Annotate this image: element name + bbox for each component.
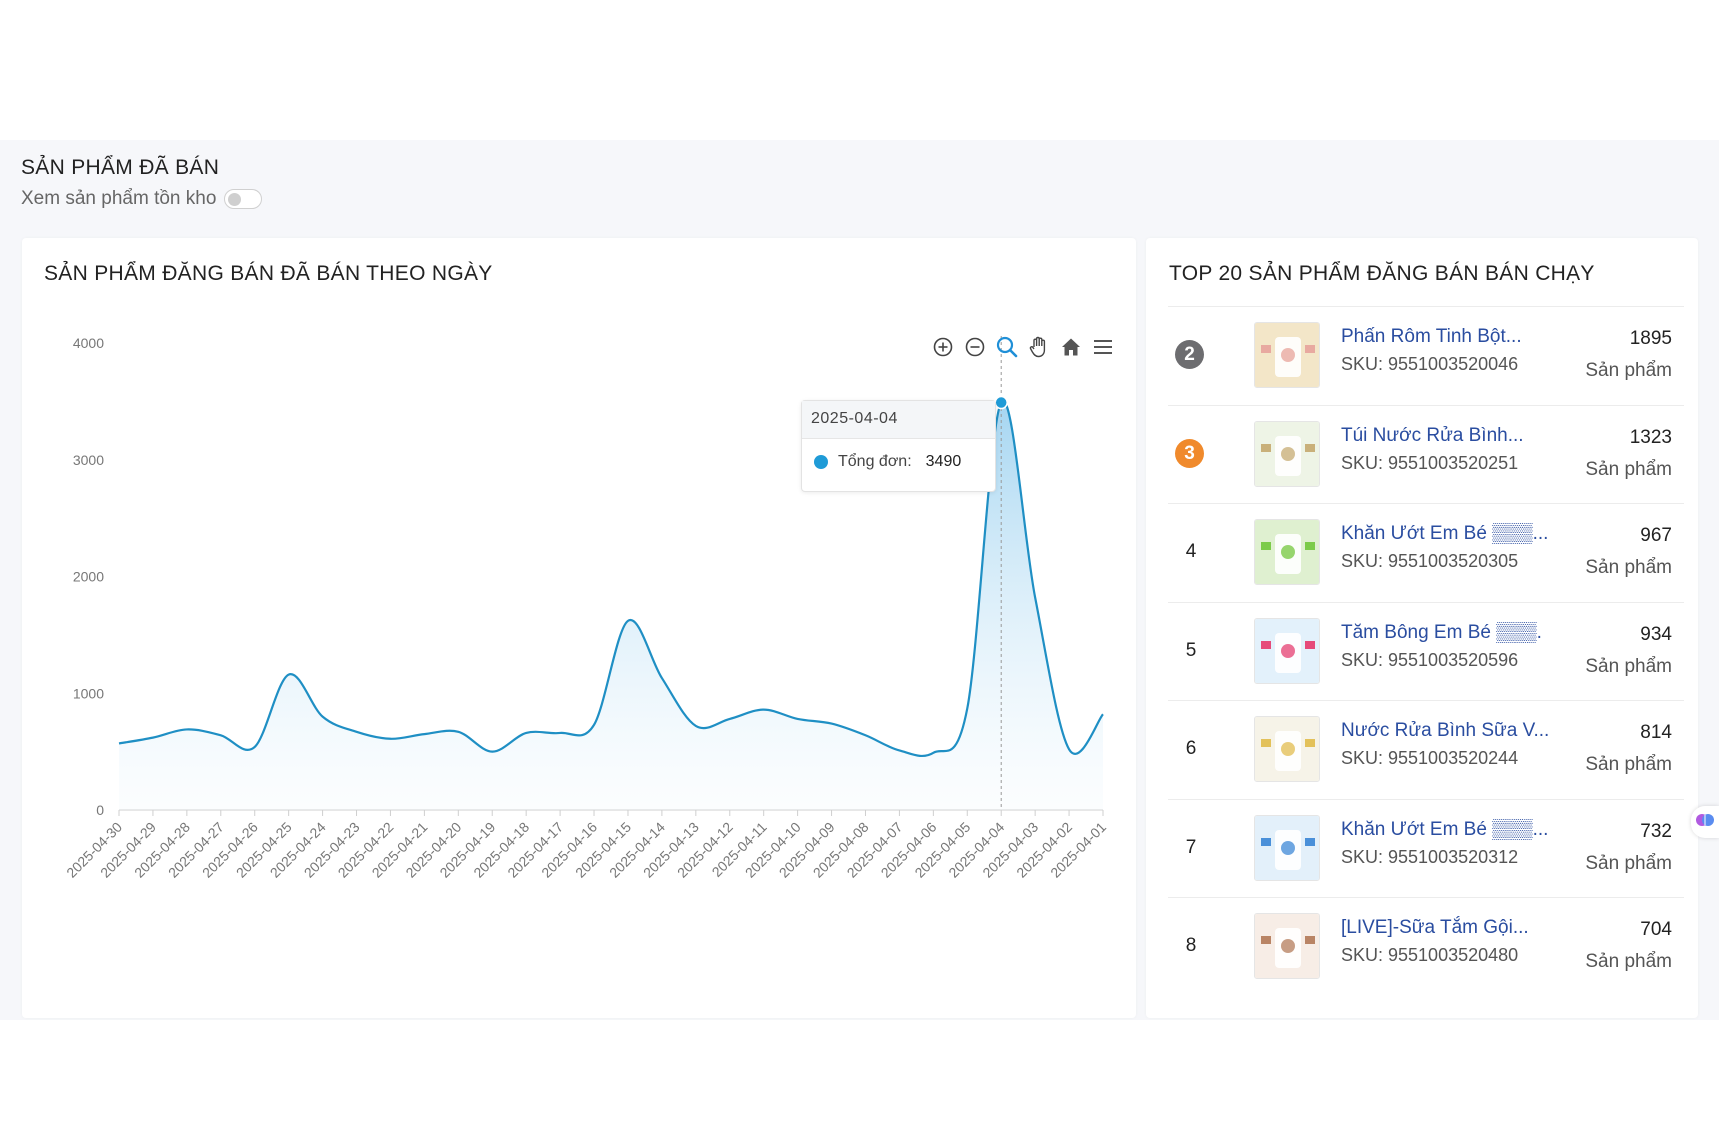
product-sku: SKU: 9551003520305 [1341, 551, 1519, 571]
chart-card-title: SẢN PHẨM ĐĂNG BÁN ĐÃ BÁN THEO NGÀY [44, 262, 493, 285]
product-sold-count: 732 [1640, 820, 1672, 842]
chart-tooltip: 2025-04-04 Tổng đơn: 3490 [801, 400, 996, 492]
top-products-card: TOP 20 SẢN PHẨM ĐĂNG BÁN BÁN CHẠY 2 Phấn… [1146, 238, 1698, 1018]
product-unit-label: Sản phẩm [1585, 852, 1672, 874]
zoom-out-icon[interactable] [962, 334, 988, 360]
product-row[interactable]: 7 Khăn Ướt Em Bé ▒▒▒... SKU: 95510035203… [1168, 798, 1684, 898]
product-sku: SKU: 9551003520596 [1341, 649, 1519, 670]
daily-sales-chart-card: SẢN PHẨM ĐĂNG BÁN ĐÃ BÁN THEO NGÀY 0 1000… [22, 238, 1136, 1018]
y-tick-label: 0 [96, 802, 104, 818]
product-sold-count: 967 [1640, 525, 1672, 546]
floating-assistant-button[interactable] [1691, 806, 1719, 838]
product-unit-label: Sản phẩm [1585, 557, 1672, 578]
product-sold-count: 934 [1640, 623, 1672, 645]
product-name-link[interactable]: Phấn Rôm Tinh Bột... [1341, 326, 1522, 347]
product-name-link[interactable]: Túi Nước Rửa Bình... [1341, 424, 1524, 446]
zoom-in-icon[interactable] [930, 334, 956, 360]
product-row[interactable]: 3 Túi Nước Rửa Bình... SKU: 955100352025… [1168, 404, 1684, 504]
product-sku: SKU: 9551003520244 [1341, 748, 1519, 768]
rank-number: 4 [1185, 541, 1197, 562]
product-sold-count: 704 [1640, 919, 1672, 940]
product-row[interactable]: 8 [LIVE]-Sữa Tắm Gội... SKU: 95510035204… [1168, 897, 1684, 996]
pan-hand-icon[interactable] [1026, 334, 1052, 360]
tooltip-series-marker [814, 455, 828, 469]
product-sku: SKU: 9551003520480 [1341, 945, 1519, 965]
product-unit-label: Sản phẩm [1585, 458, 1672, 480]
inventory-toggle-row: Xem sản phẩm tồn kho [21, 188, 263, 210]
product-unit-label: Sản phẩm [1585, 360, 1672, 381]
series-line-tong-don [118, 399, 1104, 758]
section-title: SẢN PHẨM ĐÃ BÁN [21, 156, 220, 179]
inventory-toggle[interactable] [224, 189, 263, 209]
product-thumbnail[interactable] [1254, 716, 1320, 782]
rank-number: 6 [1185, 738, 1197, 759]
y-tick-label: 2000 [73, 569, 104, 585]
product-sold-count: 814 [1640, 722, 1672, 743]
product-row[interactable]: 4 Khăn Ướt Em Bé ▒▒▒... SKU: 95510035203… [1168, 503, 1684, 602]
tooltip-value: 3490 [925, 453, 962, 470]
product-sku: SKU: 9551003520312 [1341, 846, 1519, 867]
brain-icon [1695, 810, 1715, 835]
product-thumbnail[interactable] [1254, 420, 1320, 487]
product-unit-label: Sản phẩm [1585, 951, 1672, 972]
product-thumbnail[interactable] [1254, 322, 1320, 388]
menu-icon[interactable] [1090, 334, 1116, 360]
selection-zoom-icon[interactable] [994, 334, 1020, 360]
product-name-link[interactable]: Khăn Ướt Em Bé ▒▒▒... [1341, 523, 1549, 544]
product-name-link[interactable]: Nước Rửa Bình Sữa V... [1341, 720, 1550, 741]
product-sold-count: 1323 [1629, 426, 1672, 448]
inventory-toggle-label: Xem sản phẩm tồn kho [21, 188, 217, 209]
tooltip-body: Tổng đơn: 3490 [802, 439, 995, 485]
toggle-knob [228, 193, 242, 206]
tooltip-date: 2025-04-04 [802, 401, 995, 439]
product-name-link[interactable]: Khăn Ướt Em Bé ▒▒▒... [1341, 818, 1549, 840]
y-tick-label: 1000 [73, 685, 104, 701]
y-tick-label: 4000 [73, 335, 104, 351]
product-row[interactable]: 5 Tăm Bông Em Bé ▒▒▒. SKU: 9551003520596… [1168, 601, 1684, 701]
product-row[interactable]: 6 Nước Rửa Bình Sữa V... SKU: 9551003520… [1168, 700, 1684, 799]
tooltip-series-label: Tổng đơn: [838, 453, 912, 470]
product-sku: SKU: 9551003520251 [1341, 452, 1519, 473]
rank-number: 8 [1185, 935, 1197, 956]
chart-toolbar [930, 334, 1116, 360]
product-name-link[interactable]: [LIVE]-Sữa Tắm Gội... [1341, 917, 1529, 938]
rank-number: 7 [1185, 836, 1197, 858]
daily-sales-chart[interactable]: 010002000300040002025-04-302025-04-29202… [22, 238, 1136, 938]
product-thumbnail[interactable] [1254, 913, 1320, 979]
top-products-list: 2 Phấn Rôm Tinh Bột... SKU: 955100352004… [1168, 306, 1684, 996]
rank-number: 5 [1185, 639, 1197, 661]
product-name-link[interactable]: Tăm Bông Em Bé ▒▒▒. [1341, 621, 1542, 643]
highlight-point [994, 395, 1008, 410]
product-sku: SKU: 9551003520046 [1341, 354, 1519, 374]
product-unit-label: Sản phẩm [1585, 655, 1672, 677]
product-thumbnail[interactable] [1254, 519, 1320, 585]
product-row[interactable]: 2 Phấn Rôm Tinh Bột... SKU: 955100352004… [1168, 306, 1684, 405]
area-fill [119, 401, 1103, 810]
y-tick-label: 3000 [73, 452, 104, 468]
rank-badge: 2 [1175, 340, 1204, 369]
product-thumbnail[interactable] [1254, 617, 1320, 684]
product-sold-count: 1895 [1629, 328, 1672, 349]
top-products-title: TOP 20 SẢN PHẨM ĐĂNG BÁN BÁN CHẠY [1169, 262, 1595, 285]
rank-badge: 3 [1175, 438, 1204, 468]
product-unit-label: Sản phẩm [1585, 754, 1672, 775]
home-reset-icon[interactable] [1058, 334, 1084, 360]
product-thumbnail[interactable] [1254, 814, 1320, 881]
